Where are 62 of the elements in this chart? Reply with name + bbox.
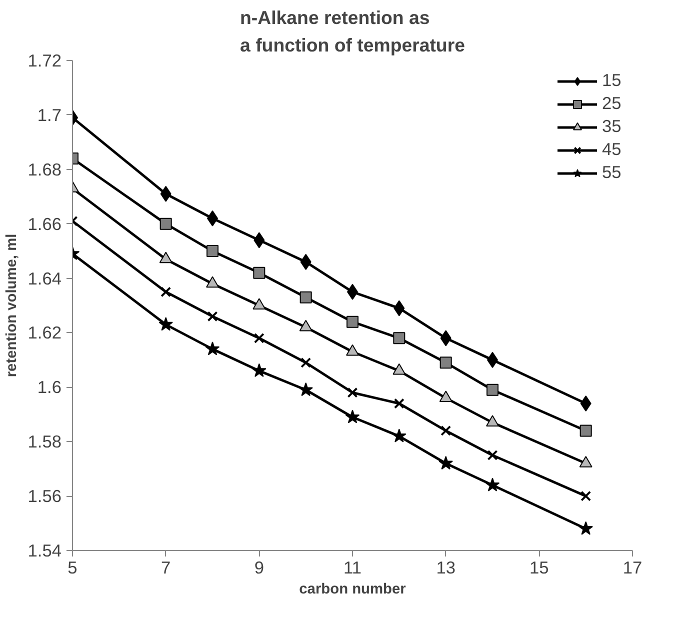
- point: [440, 356, 452, 369]
- x-tick-label: 9: [254, 558, 264, 578]
- point: [485, 478, 500, 492]
- point: [300, 291, 312, 304]
- legend-label: 45: [602, 139, 622, 160]
- x-tick-label: 5: [68, 558, 78, 578]
- y-tick-label: 1.68: [28, 159, 62, 180]
- y-tick-label: 1.58: [28, 432, 62, 452]
- y-tick-label: 1.66: [28, 214, 62, 234]
- point: [580, 424, 592, 437]
- y-tick-label: 1.7: [37, 104, 62, 125]
- point: [580, 490, 592, 502]
- point: [300, 357, 312, 368]
- point: [206, 245, 218, 258]
- point: [207, 311, 218, 322]
- point: [299, 320, 312, 332]
- point: [346, 316, 358, 328]
- x-tick-label: 17: [622, 558, 642, 578]
- x-tick-label: 7: [161, 558, 171, 578]
- point: [487, 450, 498, 460]
- point: [158, 317, 173, 331]
- point: [159, 252, 172, 264]
- legend-label: 35: [602, 116, 622, 137]
- point: [205, 342, 220, 356]
- y-tick-label: 1.56: [28, 486, 62, 506]
- y-tick-label: 1.62: [28, 322, 62, 343]
- y-tick-label: 1.6: [37, 377, 62, 398]
- point: [486, 415, 499, 427]
- point: [392, 428, 406, 442]
- x-axis-title: carbon number: [299, 582, 406, 598]
- y-tick-label: 1.54: [28, 540, 62, 560]
- point: [254, 332, 264, 344]
- point: [160, 286, 172, 298]
- point: [160, 218, 172, 230]
- point: [392, 363, 406, 375]
- point: [439, 390, 452, 402]
- point: [345, 410, 360, 424]
- point: [252, 298, 266, 310]
- x-tick-label: 13: [436, 558, 456, 578]
- point: [438, 456, 453, 470]
- point: [393, 332, 406, 344]
- point: [394, 398, 404, 409]
- legend-label: 55: [602, 162, 622, 183]
- y-tick-label: 1.72: [28, 50, 62, 70]
- legend-label: 15: [602, 70, 622, 91]
- point: [579, 456, 592, 468]
- point: [578, 521, 593, 535]
- point: [206, 276, 219, 288]
- y-axis-title: retention volume, ml: [4, 234, 20, 378]
- legend-label: 25: [602, 93, 622, 114]
- y-tick-label: 1.64: [28, 268, 62, 288]
- point: [298, 382, 313, 396]
- x-tick-label: 11: [344, 558, 362, 578]
- chart-title: n-Alkane retention as a function of temperature: [240, 7, 465, 56]
- point: [253, 266, 266, 279]
- point: [347, 387, 358, 398]
- point: [252, 363, 266, 377]
- point: [346, 344, 359, 356]
- point: [440, 425, 452, 436]
- point: [486, 384, 498, 396]
- point: [580, 396, 592, 412]
- x-tick-label: 15: [530, 558, 549, 578]
